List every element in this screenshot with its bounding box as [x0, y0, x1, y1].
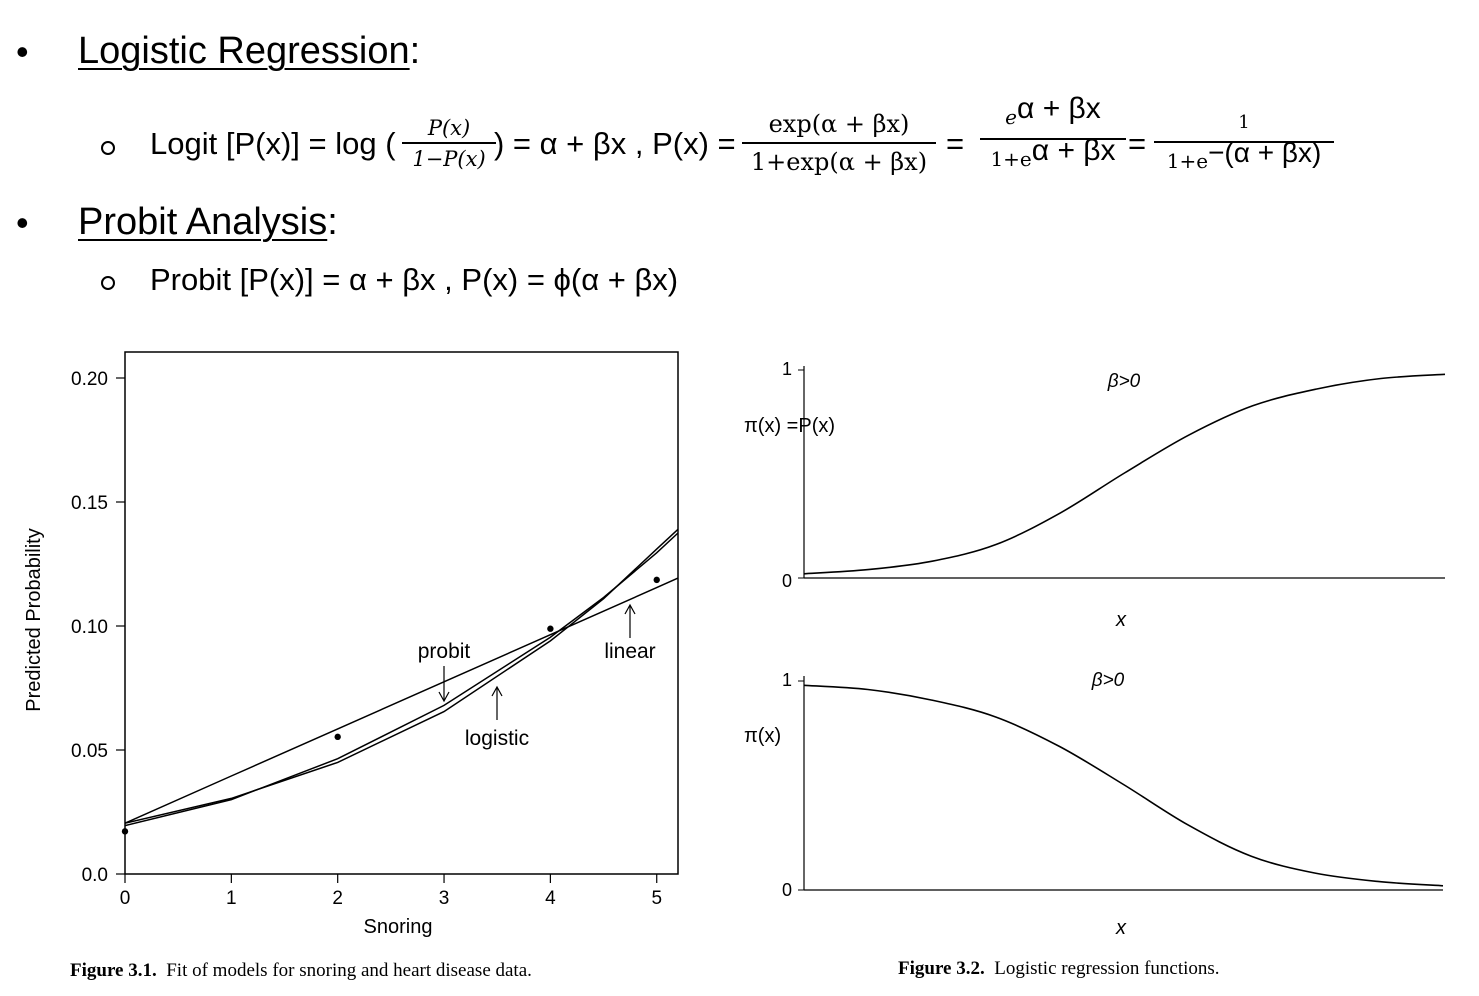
tick-label: 1: [782, 359, 792, 379]
sub-bullet-icon: [101, 276, 115, 290]
fraction-bar: [402, 142, 496, 144]
plot-frame: [124, 351, 679, 875]
title-colon: :: [409, 30, 421, 72]
y-tick-label: 0.05: [71, 741, 108, 762]
title-text: Probit Analysis: [78, 201, 328, 243]
caption-text: Fit of models for snoring and heart dise…: [166, 960, 532, 981]
series-probit-line: [124, 532, 679, 827]
x-axis: 0 1 2 3 4 5: [120, 874, 662, 909]
arrow-head-icon: [624, 603, 636, 615]
fraction-e-numerator: eα + βx: [1005, 92, 1101, 129]
y-tick-label: 0.10: [71, 617, 108, 638]
fraction-exp-denominator: 1+exp(α + βx): [750, 148, 928, 176]
y-axis-label: Predicted Probability: [23, 528, 45, 711]
figure-caption-3-2: Figure 3.2. Logistic regression function…: [898, 958, 1220, 980]
panel-increasing: 1 0 π(x) =P(x) β>0 x: [744, 359, 1446, 631]
annotation-linear: linear: [604, 640, 655, 663]
fraction-odds-denominator: 1−P(x): [412, 147, 486, 171]
logit-formula-mid: ) = α + βx , P(x) =: [494, 126, 736, 161]
fraction-odds: P(x) 1−P(x): [402, 116, 496, 171]
section-title-probit: Probit Analysis:: [78, 203, 338, 241]
sub-bullet-icon: [101, 141, 115, 155]
logit-formula-lhs: Logit [P(x)] = log (: [150, 126, 396, 161]
fraction-bar: [742, 142, 936, 144]
caption-label: Figure 3.1.: [70, 960, 157, 981]
fraction-bar: [1154, 141, 1334, 143]
figure-caption-3-1: Figure 3.1. Fit of models for snoring an…: [70, 960, 532, 982]
x-tick-label: 1: [226, 888, 237, 909]
x-axis-label: Snoring: [364, 916, 433, 938]
x-tick-label: 2: [332, 888, 343, 909]
y-axis-label: π(x) =P(x): [744, 415, 835, 437]
title-text: Logistic Regression: [78, 30, 410, 72]
data-point: [547, 625, 554, 632]
data-point: [653, 576, 660, 584]
y-axis-label: π(x): [744, 725, 781, 747]
series-line: [803, 684, 1444, 887]
arrow-head-icon: [491, 685, 503, 697]
annotation-probit: probit: [418, 640, 471, 663]
figure-logistic-functions: 1 0 π(x) =P(x) β>0 x 1 0 π(x) β>0 x: [744, 359, 1446, 939]
fraction-inverse-denominator: 1+e−(α + βx): [1166, 137, 1322, 173]
probit-formula: Probit [P(x)] = α + βx , P(x) = ϕ(α + βx…: [150, 262, 679, 297]
series-line: [803, 373, 1446, 575]
figure-snoring-chart: 0.0 0.05 0.10 0.15 0.20 0 1 2 3 4 5 Snoring Predi…: [23, 351, 679, 938]
title-colon: :: [327, 201, 338, 243]
fraction-e-power: eα + βx 1+eα + βx: [980, 92, 1126, 172]
series-logistic-line: [124, 528, 679, 824]
caption-text: Logistic regression functions.: [994, 958, 1220, 979]
series-linear-line: [124, 577, 679, 824]
x-axis-label: x: [1115, 917, 1127, 939]
annotation-logistic: logistic: [465, 727, 529, 750]
fraction-odds-numerator: P(x): [427, 116, 471, 140]
fraction-e-denominator: 1+eα + βx: [990, 134, 1116, 171]
section-title-logistic: Logistic Regression:: [78, 32, 420, 70]
data-point: [121, 828, 129, 835]
bullet: •: [16, 31, 29, 72]
y-tick-label: 0.15: [71, 493, 108, 514]
caption-label: Figure 3.2.: [898, 958, 985, 979]
x-tick-label: 4: [545, 888, 556, 909]
annotation-beta: β>0: [1107, 371, 1141, 392]
panel-decreasing: 1 0 π(x) β>0 x: [744, 670, 1444, 939]
data-points: [121, 576, 660, 835]
data-point: [334, 733, 341, 741]
x-tick-label: 5: [651, 888, 662, 909]
fraction-bar: [980, 138, 1126, 140]
annotation-beta: β>0: [1091, 670, 1125, 691]
y-tick-label: 0.20: [71, 369, 108, 390]
x-tick-label: 3: [439, 888, 450, 909]
equals-sign: =: [946, 126, 965, 161]
arrow-head-icon: [438, 691, 450, 703]
equals-sign: =: [1128, 126, 1147, 161]
fraction-exp-numerator: exp(α + βx): [768, 110, 910, 138]
fraction-exp: exp(α + βx) 1+exp(α + βx): [742, 110, 936, 176]
tick-label: 1: [782, 670, 792, 690]
fraction-inverse: 1 1+e−(α + βx): [1154, 112, 1334, 173]
bullet: •: [16, 202, 29, 243]
tick-label: 0: [782, 571, 792, 591]
tick-label: 0: [782, 880, 792, 900]
y-axis: 0.0 0.05 0.10 0.15 0.20: [71, 369, 125, 886]
x-tick-label: 0: [120, 888, 131, 909]
fraction-inverse-numerator: 1: [1238, 112, 1250, 133]
x-axis-label: x: [1115, 609, 1127, 631]
series-group: [124, 528, 679, 827]
y-tick-label: 0.0: [82, 865, 108, 886]
